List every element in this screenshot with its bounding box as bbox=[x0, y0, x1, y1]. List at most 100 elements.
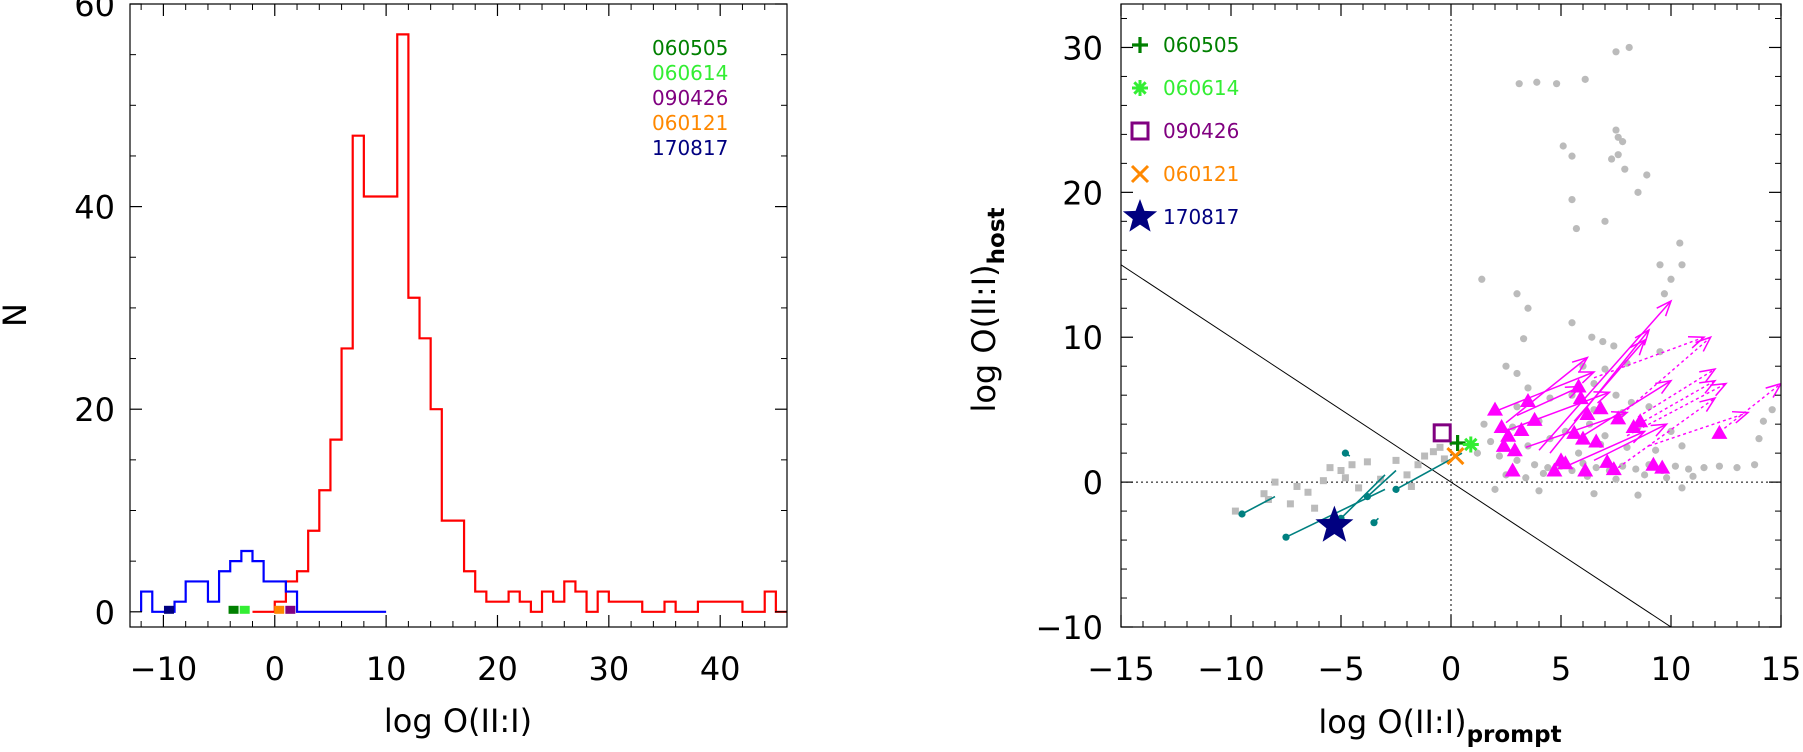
scatter-legend-label-3: 060121 bbox=[1163, 162, 1239, 186]
grey-circle-point bbox=[1568, 195, 1576, 204]
grey-square-point bbox=[1403, 471, 1411, 479]
magenta-dotted-arrow-head bbox=[1699, 379, 1717, 394]
magenta-arrow-head bbox=[1650, 423, 1669, 437]
histogram-clipped-group bbox=[140, 33, 787, 614]
histogram-ticks: −10 0 10 20 30 40 0 20 40 60 bbox=[74, 0, 788, 688]
scatter-legend-label-1: 060614 bbox=[1163, 76, 1239, 100]
magenta-triangle-point bbox=[1520, 392, 1536, 407]
histogram-xtick-label-2: 10 bbox=[366, 650, 407, 688]
histogram-legend-label-0: 060505 bbox=[652, 36, 728, 60]
grey-circle-point bbox=[1599, 337, 1607, 346]
grey-square-point bbox=[1260, 490, 1268, 498]
scatter-legend-symbol-0 bbox=[1132, 37, 1148, 53]
histogram-ytick-label-2: 40 bbox=[74, 189, 115, 227]
magenta-triangle-point bbox=[1610, 410, 1627, 425]
magenta-dotted-arrow bbox=[1714, 383, 1781, 437]
histogram-ytick-label-0: 0 bbox=[95, 594, 115, 632]
magenta-arrow-head bbox=[1634, 328, 1651, 346]
grey-circle-point bbox=[1568, 152, 1576, 160]
scatter-legend-symbol-1 bbox=[1132, 80, 1148, 96]
histogram-xtick-label-0: −10 bbox=[130, 650, 198, 688]
magenta-arrow-head bbox=[1656, 299, 1673, 317]
magenta-triangle-point bbox=[1645, 456, 1662, 471]
scatter-legend-label-4: 170817 bbox=[1163, 205, 1239, 229]
teal-segment bbox=[1241, 495, 1276, 515]
grey-square-point bbox=[1319, 477, 1327, 485]
grey-circle-point bbox=[1473, 449, 1481, 457]
grey-circle-point bbox=[1553, 80, 1561, 88]
grey-circle-point bbox=[1524, 384, 1532, 392]
histogram-legend-label-1: 060614 bbox=[652, 61, 728, 85]
magenta-dotted-arrow-head bbox=[1731, 410, 1750, 424]
grey-circle-point bbox=[1632, 465, 1640, 473]
grey-circle-point bbox=[1513, 369, 1521, 378]
grey-circle-point bbox=[1676, 239, 1684, 247]
teal-point bbox=[1370, 519, 1378, 527]
grey-circle-point bbox=[1733, 464, 1741, 472]
magenta-triangle-point bbox=[1599, 453, 1616, 468]
grey-circle-point bbox=[1634, 188, 1642, 196]
magenta-triangle-point bbox=[1513, 421, 1530, 436]
grey-square-point bbox=[1286, 500, 1294, 508]
grey-circle-point bbox=[1678, 261, 1686, 269]
histogram-marker-1 bbox=[228, 605, 239, 614]
grey-circle-point bbox=[1491, 485, 1499, 493]
grey-circle-point bbox=[1678, 442, 1686, 450]
scatter-y-axis-label-sub: host bbox=[984, 207, 1010, 264]
grey-square-point bbox=[1311, 504, 1319, 512]
histogram-legend-label-3: 060121 bbox=[652, 111, 728, 135]
magenta-dotted-arrow bbox=[1617, 397, 1716, 469]
magenta-triangle-point bbox=[1711, 424, 1728, 439]
grey-circle-point bbox=[1619, 138, 1627, 146]
magenta-arrow bbox=[1516, 385, 1582, 417]
magenta-triangle-point bbox=[1577, 462, 1594, 477]
scatter-legend: 060505 060614 090426 060121 170817 bbox=[1122, 33, 1239, 232]
grey-circle-point bbox=[1539, 469, 1547, 478]
grey-circle-point bbox=[1608, 155, 1616, 163]
grey-circle-point bbox=[1588, 333, 1596, 341]
grey-circle-point bbox=[1531, 461, 1539, 469]
scatter-diagonal-line bbox=[1121, 264, 1672, 627]
histogram-y-axis-label: N bbox=[0, 303, 34, 327]
grey-circle-point bbox=[1478, 275, 1486, 283]
grey-circle-point bbox=[1581, 75, 1589, 83]
magenta-dotted-arrow-head bbox=[1699, 396, 1717, 412]
scatter-ytick-label-0: −10 bbox=[1035, 609, 1103, 647]
grey-square-point bbox=[1429, 448, 1437, 456]
histogram-ytick-label-3: 60 bbox=[74, 0, 115, 24]
magenta-triangle-point bbox=[1506, 442, 1523, 457]
scatter-xtick-label-3: 0 bbox=[1441, 650, 1461, 688]
grey-circle-point bbox=[1592, 464, 1600, 472]
grey-square-point bbox=[1231, 507, 1239, 515]
scatter-ytick-label-1: 0 bbox=[1083, 464, 1103, 502]
magenta-arrow-head bbox=[1630, 338, 1646, 356]
histogram-series-1-step bbox=[140, 549, 387, 613]
magenta-triangle-point bbox=[1572, 390, 1589, 405]
grey-circle-point bbox=[1751, 461, 1759, 469]
grey-circle-point bbox=[1502, 362, 1510, 370]
magenta-dotted-arrow-head bbox=[1687, 336, 1706, 349]
scatter-legend-symbol-4 bbox=[1122, 199, 1158, 232]
grey-circle-point bbox=[1663, 474, 1671, 482]
grey-circle-point bbox=[1524, 304, 1532, 312]
grey-square-point bbox=[1293, 482, 1301, 490]
scatter-legend-symbol-3 bbox=[1130, 164, 1150, 184]
grey-circle-point bbox=[1621, 165, 1629, 173]
grey-circle-point bbox=[1619, 462, 1627, 470]
scatter-y-axis-label-main: log O(II:I) bbox=[965, 264, 1003, 412]
grey-circle-point bbox=[1614, 133, 1622, 141]
magenta-arrow bbox=[1573, 339, 1646, 422]
grey-circle-point bbox=[1544, 464, 1552, 472]
grey-circle-point bbox=[1612, 475, 1620, 483]
magenta-dotted-arrow bbox=[1593, 336, 1705, 379]
scatter-xtick-label-1: −10 bbox=[1197, 650, 1265, 688]
grey-circle-point bbox=[1601, 217, 1609, 225]
special-point-square bbox=[1432, 423, 1452, 443]
grey-circle-point bbox=[1759, 417, 1767, 425]
grey-circle-point bbox=[1533, 78, 1541, 86]
magenta-arrow bbox=[1505, 356, 1588, 424]
grey-circle-point bbox=[1625, 43, 1633, 52]
special-point-cross bbox=[1446, 446, 1465, 466]
magenta-triangle-point bbox=[1654, 459, 1671, 474]
